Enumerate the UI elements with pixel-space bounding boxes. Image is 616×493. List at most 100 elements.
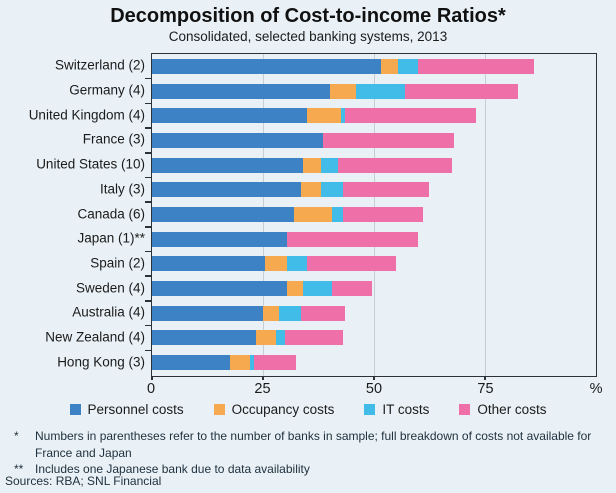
bar-segment-it-costs bbox=[356, 83, 406, 99]
footnote-text: Numbers in parentheses refer to the numb… bbox=[35, 429, 592, 460]
x-axis-unit-label: % bbox=[589, 381, 603, 397]
y-axis-tick bbox=[144, 324, 151, 327]
legend-label: Occupancy costs bbox=[231, 402, 335, 417]
bar-segment-it-costs bbox=[320, 157, 339, 173]
bar-segment-personnel-costs bbox=[152, 58, 381, 74]
bar-segment-personnel-costs bbox=[152, 207, 295, 222]
bar-segment-other-costs bbox=[331, 281, 372, 297]
footnote-item: ** Includes one Japanese bank due to data… bbox=[14, 461, 598, 478]
bar-segment-it-costs bbox=[287, 256, 308, 272]
bar-segment-personnel-costs bbox=[152, 157, 303, 173]
bar-segment-occupancy-costs bbox=[294, 207, 332, 222]
y-axis-tick bbox=[144, 226, 151, 228]
bar-segment-occupancy-costs bbox=[263, 305, 279, 321]
bar-segment-it-costs bbox=[331, 207, 343, 222]
x-axis-labels: % 0 25 50 75 bbox=[147, 381, 603, 399]
x-tick-label: 25 bbox=[254, 381, 271, 397]
bar-row bbox=[152, 281, 596, 297]
x-tick-label: 0 bbox=[146, 381, 156, 397]
y-axis-tick bbox=[144, 349, 151, 352]
y-axis-tick bbox=[144, 201, 151, 203]
legend-item: Occupancy costs bbox=[213, 402, 335, 417]
y-axis-labels: Switzerland (2) Germany (4) United Kingdom… bbox=[0, 53, 145, 377]
category-label: Sweden (4) bbox=[75, 280, 145, 296]
bar-row bbox=[152, 157, 596, 173]
legend-item: Other costs bbox=[459, 402, 546, 417]
footnote-item: * Numbers in parentheses refer to the num… bbox=[14, 428, 598, 461]
bar-segment-other-costs bbox=[418, 58, 534, 74]
legend-label: IT costs bbox=[382, 402, 430, 417]
bar-segment-occupancy-costs bbox=[380, 58, 399, 74]
category-label: Canada (6) bbox=[77, 206, 145, 221]
legend-label: Other costs bbox=[477, 402, 547, 417]
bar-row bbox=[152, 182, 596, 198]
bar-row bbox=[152, 305, 596, 321]
bar-row bbox=[152, 58, 596, 74]
bar-row bbox=[152, 132, 596, 148]
bar-row bbox=[152, 207, 596, 222]
bar-segment-other-costs bbox=[300, 305, 346, 321]
y-axis-tick bbox=[144, 77, 151, 80]
bar-segment-occupancy-costs bbox=[287, 281, 303, 297]
footnote-text: Includes one Japanese bank due to data a… bbox=[35, 462, 310, 476]
bar-row bbox=[152, 83, 596, 99]
bar-segment-personnel-costs bbox=[152, 305, 263, 321]
legend-item: IT costs bbox=[364, 402, 429, 417]
legend-swatch-icon bbox=[459, 404, 471, 415]
bar-segment-personnel-costs bbox=[152, 330, 257, 346]
x-axis-tick bbox=[484, 376, 486, 380]
bar-segment-it-costs bbox=[340, 108, 346, 124]
legend-swatch-icon bbox=[69, 404, 81, 415]
bar-segment-other-costs bbox=[405, 83, 519, 99]
bar-segment-occupancy-costs bbox=[229, 355, 250, 371]
bar-segment-other-costs bbox=[285, 330, 343, 346]
bar-segment-it-costs bbox=[320, 182, 343, 198]
category-label: Australia (4) bbox=[72, 304, 145, 320]
bar-segment-personnel-costs bbox=[152, 182, 301, 198]
bar-row bbox=[152, 108, 596, 124]
bar-row bbox=[152, 355, 596, 371]
plot-area bbox=[144, 53, 597, 380]
bar-segment-occupancy-costs bbox=[265, 256, 288, 272]
legend-label: Personnel costs bbox=[87, 402, 184, 417]
category-label: New Zealand (4) bbox=[45, 329, 145, 345]
bar-segment-personnel-costs bbox=[152, 355, 230, 371]
bar-segment-occupancy-costs bbox=[300, 182, 321, 198]
bar-segment-it-costs bbox=[398, 58, 419, 74]
category-label: Italy (3) bbox=[99, 181, 145, 197]
chart-legend: Personnel costs Occupancy costs IT costs Ot… bbox=[0, 402, 616, 417]
bar-segment-other-costs bbox=[342, 182, 430, 198]
y-axis-tick bbox=[144, 275, 151, 277]
y-axis-tick bbox=[144, 152, 151, 154]
bar-segment-occupancy-costs bbox=[256, 330, 277, 346]
bar-segment-personnel-costs bbox=[152, 256, 266, 272]
category-label: Japan (1)** bbox=[77, 230, 145, 246]
x-tick-label: 50 bbox=[365, 381, 383, 397]
footnote-marker: ** bbox=[14, 462, 24, 476]
bar-segment-occupancy-costs bbox=[307, 108, 341, 124]
bar-row bbox=[152, 330, 596, 346]
x-axis-tick bbox=[373, 376, 375, 380]
bar-row bbox=[152, 231, 596, 247]
y-axis-tick bbox=[144, 300, 151, 302]
category-label: France (3) bbox=[82, 131, 145, 147]
bar-segment-other-costs bbox=[254, 355, 297, 371]
legend-swatch-icon bbox=[213, 404, 225, 415]
bar-segment-personnel-costs bbox=[152, 132, 323, 148]
bar-segment-personnel-costs bbox=[152, 281, 288, 297]
bar-segment-personnel-costs bbox=[152, 108, 308, 124]
x-axis-tick bbox=[262, 376, 264, 380]
y-axis-tick bbox=[144, 250, 151, 253]
category-label: United States (10) bbox=[36, 156, 145, 172]
bar-segment-other-costs bbox=[342, 207, 423, 222]
bar-segment-occupancy-costs bbox=[329, 83, 357, 99]
y-axis-tick bbox=[144, 102, 151, 105]
x-axis-tick bbox=[151, 376, 153, 380]
bar-segment-it-costs bbox=[302, 281, 332, 297]
bar-segment-it-costs bbox=[249, 355, 255, 371]
gridline-75 bbox=[485, 54, 486, 376]
bar-segment-personnel-costs bbox=[152, 83, 330, 99]
category-label: Switzerland (2) bbox=[54, 57, 145, 73]
sources-line: Sources: RBA; SNL Financial bbox=[5, 474, 162, 488]
